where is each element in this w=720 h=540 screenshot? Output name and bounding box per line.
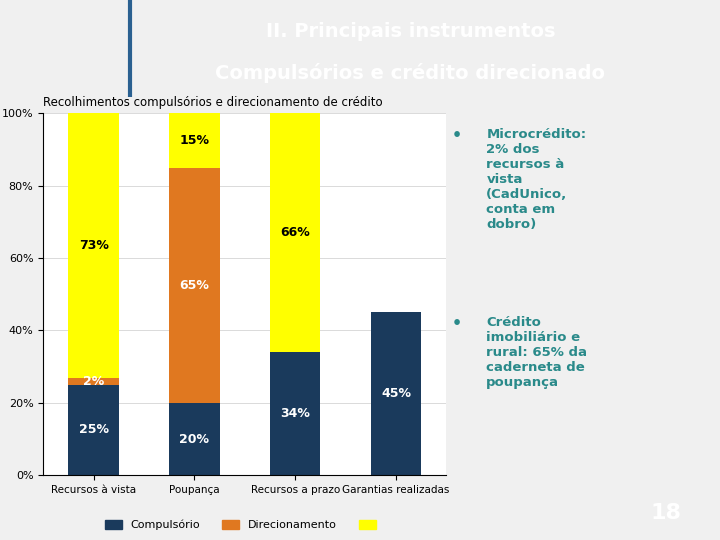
Bar [68,113,119,377]
Bar [169,113,220,167]
Text: Microcrédito:
2% dos
recursos à
vista
(CadUnico,
conta em
dobro): Microcrédito: 2% dos recursos à vista (C… [487,128,587,231]
Bar [68,384,119,475]
Bar [270,113,320,352]
Text: 65%: 65% [179,279,210,292]
Text: 73%: 73% [78,239,109,252]
Bar [270,352,320,475]
Text: •: • [451,128,462,143]
Text: 45%: 45% [381,387,411,400]
Text: 15%: 15% [179,134,210,147]
Bar [371,312,421,475]
Text: 25%: 25% [78,423,109,436]
Text: 34%: 34% [280,407,310,420]
Legend: Compulsório, Direcionamento, : Compulsório, Direcionamento, [101,515,389,535]
Bar [169,167,220,403]
Text: Compulsórios e crédito direcionado: Compulsórios e crédito direcionado [215,63,606,83]
Text: 18: 18 [650,503,682,523]
Text: II. Principais instrumentos: II. Principais instrumentos [266,22,555,40]
Bar [68,377,119,384]
Text: Recolhimentos compulsórios e direcionamento de crédito: Recolhimentos compulsórios e direcioname… [43,97,383,110]
Text: •: • [451,316,462,331]
Text: Crédito
imobiliário e
rural: 65% da
caderneta de
poupança: Crédito imobiliário e rural: 65% da cade… [487,316,588,389]
Bar [169,403,220,475]
Text: 66%: 66% [280,226,310,239]
Text: 2%: 2% [83,375,104,388]
Text: 20%: 20% [179,433,210,446]
